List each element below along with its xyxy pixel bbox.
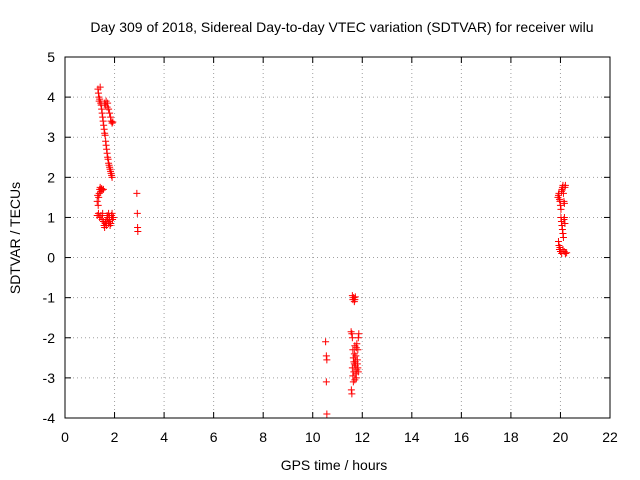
data-point-marker bbox=[351, 293, 359, 301]
data-point-marker bbox=[96, 95, 104, 103]
y-tick-label: -4 bbox=[43, 410, 56, 426]
data-point-marker bbox=[109, 213, 117, 221]
x-tick-label: 0 bbox=[61, 429, 69, 445]
data-point-marker bbox=[561, 219, 569, 227]
data-point-marker bbox=[105, 209, 113, 217]
data-point-marker bbox=[353, 340, 361, 348]
y-tick-label: 2 bbox=[47, 169, 55, 185]
y-tick-label: -2 bbox=[43, 330, 56, 346]
data-point-marker bbox=[557, 205, 565, 213]
data-point-marker bbox=[134, 227, 142, 235]
data-point-marker bbox=[105, 105, 113, 113]
x-tick-label: 12 bbox=[354, 429, 370, 445]
y-tick-label: 0 bbox=[47, 250, 55, 266]
x-tick-label: 16 bbox=[454, 429, 470, 445]
plot-frame bbox=[64, 56, 611, 419]
data-point-marker bbox=[351, 376, 359, 384]
x-tick-label: 20 bbox=[553, 429, 569, 445]
data-point-marker bbox=[98, 186, 106, 194]
data-point-marker bbox=[560, 213, 568, 221]
data-point-marker bbox=[108, 119, 116, 127]
x-tick-labels: 0 2 4 6 8 10 12 14 16 18 20 22 bbox=[61, 429, 618, 445]
y-tick-label: 3 bbox=[47, 129, 55, 145]
y-axis-label: SDTVAR / TECUs bbox=[7, 182, 23, 294]
data-point-marker bbox=[323, 410, 331, 418]
y-tick-label: 5 bbox=[47, 49, 55, 65]
data-point-marker bbox=[559, 234, 567, 241]
data-point-marker bbox=[354, 368, 362, 376]
x-tick-label: 18 bbox=[503, 429, 519, 445]
chart-title: Day 309 of 2018, Sidereal Day-to-day VTE… bbox=[90, 19, 593, 35]
axis-ticks bbox=[64, 56, 611, 419]
data-point-marker bbox=[93, 197, 101, 205]
y-tick-label: -3 bbox=[43, 370, 56, 386]
data-point-marker bbox=[104, 99, 112, 107]
data-point-marker bbox=[99, 185, 107, 193]
data-point-marker bbox=[322, 338, 330, 346]
data-point-marker bbox=[352, 352, 360, 360]
data-point-marker bbox=[561, 250, 569, 258]
data-point-marker bbox=[106, 109, 114, 117]
data-point-marker bbox=[323, 356, 331, 364]
y-tick-label: -1 bbox=[43, 290, 56, 306]
data-point-marker bbox=[348, 334, 356, 342]
y-tick-labels: -4 -3 -2 -1 0 1 2 3 4 5 bbox=[43, 49, 56, 426]
y-tick-label: 4 bbox=[47, 89, 55, 105]
data-point-marker bbox=[355, 330, 363, 338]
data-points bbox=[93, 83, 571, 418]
data-point-marker bbox=[322, 378, 330, 386]
data-point-marker bbox=[561, 181, 569, 189]
x-tick-label: 6 bbox=[210, 429, 218, 445]
data-point-marker bbox=[133, 189, 141, 197]
x-tick-label: 8 bbox=[259, 429, 267, 445]
data-point-marker bbox=[101, 131, 109, 139]
data-point-marker bbox=[108, 173, 116, 181]
x-tick-label: 22 bbox=[602, 429, 618, 445]
data-point-marker bbox=[99, 209, 107, 217]
data-point-marker bbox=[96, 83, 104, 91]
data-point-marker bbox=[133, 209, 141, 217]
data-point-marker bbox=[349, 372, 357, 380]
x-tick-label: 4 bbox=[160, 429, 168, 445]
data-point-marker bbox=[107, 219, 115, 227]
x-tick-label: 10 bbox=[305, 429, 321, 445]
data-point-marker bbox=[109, 118, 117, 126]
y-tick-label: 1 bbox=[47, 209, 55, 225]
data-point-marker bbox=[559, 189, 567, 197]
data-point-marker bbox=[348, 390, 356, 398]
data-point-marker bbox=[560, 199, 568, 207]
x-tick-label: 2 bbox=[111, 429, 119, 445]
x-tick-label: 14 bbox=[404, 429, 420, 445]
x-axis-label: GPS time / hours bbox=[281, 457, 388, 473]
grid bbox=[65, 57, 610, 418]
data-point-marker bbox=[563, 249, 571, 257]
data-point-marker bbox=[94, 201, 102, 209]
